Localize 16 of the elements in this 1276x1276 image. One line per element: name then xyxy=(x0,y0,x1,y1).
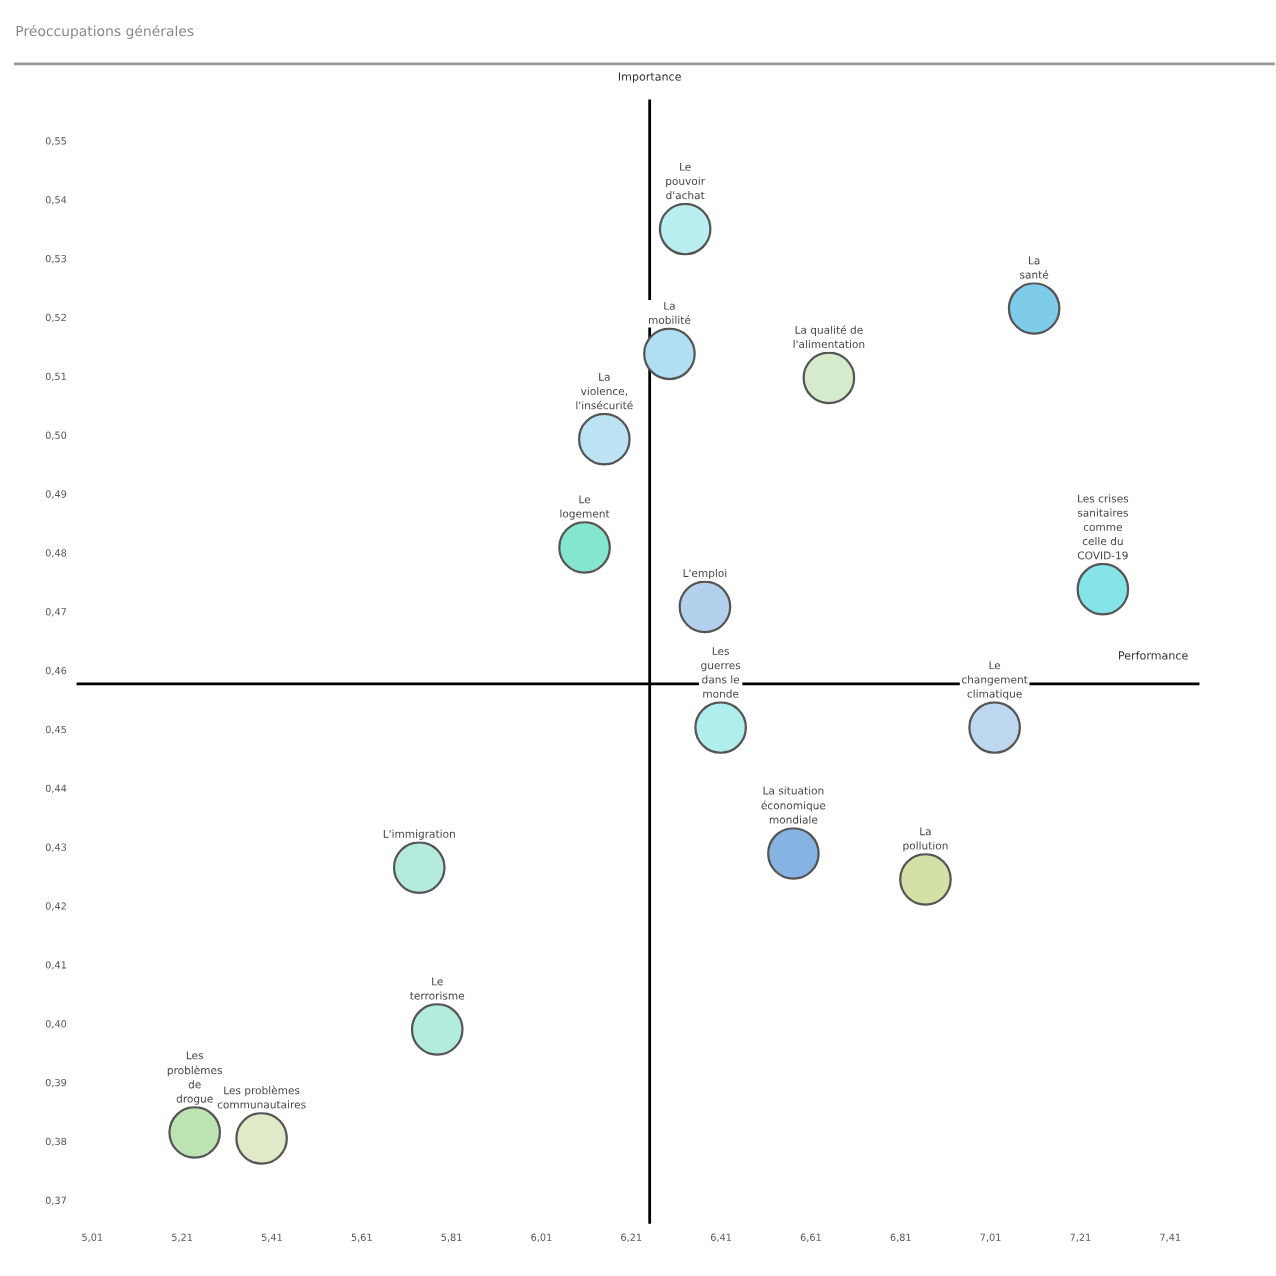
point xyxy=(767,827,820,880)
point xyxy=(392,841,446,894)
point xyxy=(235,1112,288,1165)
point xyxy=(678,580,732,634)
point xyxy=(643,327,696,381)
point xyxy=(577,412,631,466)
point xyxy=(1076,562,1130,616)
point xyxy=(658,202,712,256)
point xyxy=(694,701,747,754)
point xyxy=(802,351,856,405)
point xyxy=(1007,282,1061,335)
point xyxy=(899,853,952,906)
point xyxy=(410,1003,464,1056)
point xyxy=(968,701,1021,754)
point xyxy=(168,1106,222,1159)
point xyxy=(558,521,611,574)
